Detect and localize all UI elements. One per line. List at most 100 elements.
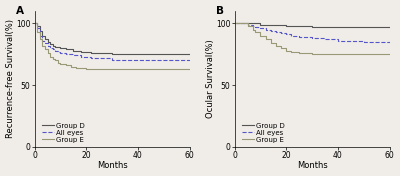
Group E: [79, 67, 84, 69]
All eyes: [289, 35, 294, 37]
All eyes: [79, 54, 84, 56]
Group D: [387, 26, 392, 28]
Group D: [40, 35, 45, 37]
Group E: [323, 53, 328, 55]
All eyes: [71, 54, 76, 56]
All eyes: [63, 52, 68, 54]
Group D: [50, 45, 55, 47]
Group E: [68, 64, 73, 66]
Group E: [268, 38, 273, 40]
All eyes: [56, 51, 60, 53]
Group E: [310, 53, 314, 55]
Y-axis label: Recurrence-free Survival(%): Recurrence-free Survival(%): [6, 19, 14, 139]
All eyes: [274, 31, 278, 33]
Group D: [63, 47, 68, 49]
Group D: [35, 22, 40, 24]
All eyes: [279, 31, 284, 33]
All eyes: [310, 36, 314, 38]
All eyes: [245, 24, 250, 26]
All eyes: [32, 22, 37, 24]
Group E: [336, 53, 340, 55]
Group E: [250, 25, 255, 27]
All eyes: [37, 35, 42, 37]
Group D: [110, 52, 114, 54]
Group D: [63, 48, 68, 50]
All eyes: [53, 48, 58, 50]
All eyes: [336, 40, 340, 42]
Group E: [187, 68, 192, 70]
Group E: [58, 63, 63, 65]
All eyes: [42, 42, 47, 44]
Group E: [74, 67, 78, 69]
Group D: [53, 45, 58, 47]
All eyes: [361, 41, 366, 43]
Group D: [48, 41, 52, 43]
Group D: [245, 22, 250, 24]
All eyes: [336, 38, 340, 40]
All eyes: [40, 35, 45, 37]
Group E: [348, 53, 353, 55]
Group D: [37, 25, 42, 27]
Group E: [40, 38, 45, 40]
Group E: [32, 22, 37, 24]
Group E: [35, 31, 40, 33]
Group E: [45, 52, 50, 54]
All eyes: [258, 27, 263, 29]
Group D: [79, 49, 84, 52]
Group E: [263, 38, 268, 40]
Group D: [58, 47, 63, 49]
Group E: [37, 31, 42, 33]
Group E: [310, 52, 314, 54]
Group D: [45, 41, 50, 43]
Group D: [71, 48, 76, 50]
All eyes: [289, 33, 294, 36]
Legend: Group D, All eyes, Group E: Group D, All eyes, Group E: [41, 122, 86, 143]
All eyes: [50, 47, 55, 49]
Y-axis label: Ocular Survival(%): Ocular Survival(%): [206, 40, 214, 118]
Group E: [68, 65, 73, 68]
Group D: [58, 46, 63, 48]
Group E: [297, 52, 302, 54]
Group D: [45, 38, 50, 40]
Group E: [74, 65, 78, 68]
Group E: [258, 31, 263, 33]
All eyes: [110, 59, 114, 61]
Group E: [289, 49, 294, 52]
Group D: [187, 53, 192, 55]
Group D: [336, 26, 340, 28]
Group D: [35, 25, 40, 27]
All eyes: [110, 57, 114, 59]
All eyes: [323, 37, 328, 39]
Group D: [50, 43, 55, 45]
All eyes: [89, 57, 94, 59]
All eyes: [268, 30, 273, 32]
All eyes: [279, 32, 284, 34]
All eyes: [40, 40, 45, 42]
Group E: [48, 52, 52, 54]
Group D: [53, 46, 58, 48]
Text: A: A: [16, 5, 24, 15]
Group E: [245, 25, 250, 27]
Group D: [42, 38, 47, 40]
All eyes: [250, 24, 255, 26]
Group E: [284, 49, 289, 52]
Group E: [258, 35, 263, 37]
Line: All eyes: All eyes: [35, 23, 190, 60]
All eyes: [89, 56, 94, 58]
All eyes: [387, 41, 392, 43]
Group D: [89, 52, 94, 54]
Group D: [253, 22, 258, 24]
All eyes: [297, 35, 302, 37]
Group E: [348, 53, 353, 55]
Group E: [56, 62, 60, 64]
Group E: [336, 53, 340, 55]
All eyes: [263, 27, 268, 29]
All eyes: [35, 22, 40, 24]
All eyes: [58, 51, 63, 53]
All eyes: [187, 59, 192, 61]
Text: B: B: [216, 5, 224, 15]
All eyes: [53, 49, 58, 52]
Group E: [274, 45, 278, 47]
Group E: [63, 63, 68, 65]
Group E: [253, 29, 258, 31]
